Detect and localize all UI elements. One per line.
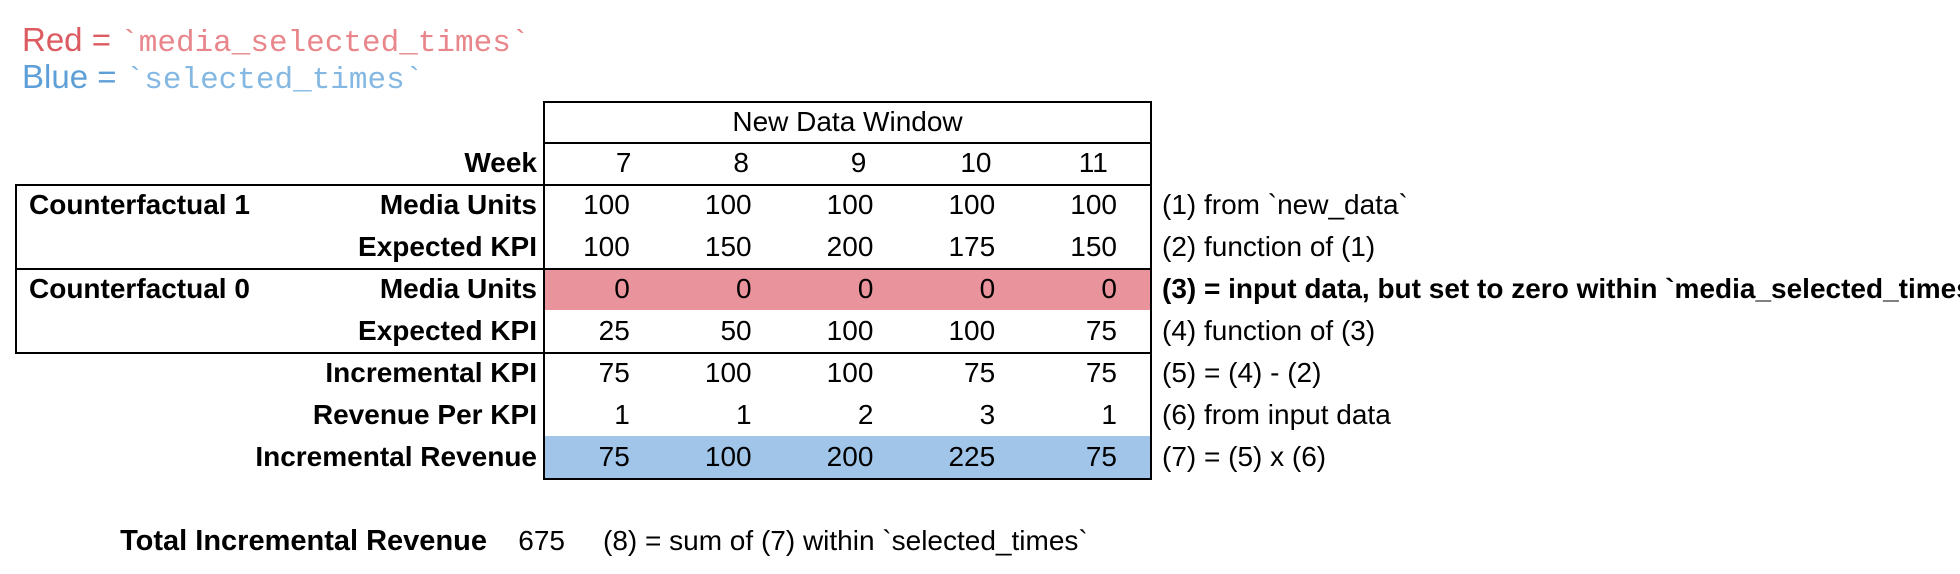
row-label-incremental-revenue: Incremental Revenue — [255, 441, 537, 472]
table-divider-under-weeks — [543, 184, 1152, 186]
annotation-1: (1) from `new_data` — [1162, 189, 1408, 220]
table-cell: 75 — [1085, 315, 1117, 346]
table-title: New Data Window — [732, 106, 963, 137]
table-cell: 2 — [857, 399, 874, 430]
table-cell: 75 — [598, 441, 630, 472]
annotation-7: (7) = (5) x (6) — [1162, 441, 1327, 472]
table-cell: 200 — [826, 441, 874, 472]
annotation-8: (8) = sum of (7) within `selected_times` — [603, 525, 1088, 556]
annotation-6: (6) from input data — [1162, 399, 1391, 430]
table-border-bottom — [543, 478, 1152, 480]
table-cell: 0 — [736, 273, 752, 304]
week-header: 8 — [733, 147, 749, 178]
table-row-media-units-0: 0 0 0 0 0 — [543, 268, 1152, 310]
table-cell: 75 — [1085, 441, 1117, 472]
row-label-revenue-per-kpi: Revenue Per KPI — [312, 399, 537, 430]
row-label-incremental-kpi: Incremental KPI — [325, 357, 537, 388]
week-header: 10 — [960, 147, 992, 178]
legend-blue-line: Blue = `selected_times` — [22, 58, 423, 100]
table-row-incremental-kpi: 75 100 100 75 75 — [543, 352, 1152, 394]
table-cell: 150 — [704, 231, 752, 262]
table-cell: 75 — [598, 357, 630, 388]
table-border-right — [1150, 101, 1152, 480]
annotation-3: (3) = input data, but set to zero within… — [1162, 273, 1960, 304]
table-cell: 0 — [857, 273, 874, 304]
table-cell: 100 — [948, 315, 996, 346]
week-header-row: 7 8 9 10 11 — [543, 142, 1152, 184]
legend-red-word: Red — [22, 21, 83, 58]
table-cell: 150 — [1070, 231, 1117, 262]
media-selected-times-highlight — [543, 268, 1152, 310]
table-cell: 1 — [736, 399, 752, 430]
week-header: 11 — [1078, 147, 1108, 178]
legend-red-code: `media_selected_times` — [120, 26, 530, 61]
table-cell: 3 — [979, 399, 996, 430]
week-header: 7 — [615, 147, 632, 178]
table-cell: 200 — [826, 231, 874, 262]
total-incremental-revenue-value: 675 — [518, 525, 565, 556]
table-cell: 100 — [826, 357, 874, 388]
annotation-4: (4) function of (3) — [1162, 315, 1376, 346]
counterfactual-1-label: Counterfactual 1 — [29, 189, 250, 220]
legend-red-eq: = — [82, 21, 121, 58]
week-row-label: Week — [464, 147, 537, 178]
legend-blue-word: Blue — [22, 58, 89, 95]
table-row-media-units-1: 100 100 100 100 100 — [543, 184, 1152, 226]
table-cell: 100 — [826, 189, 874, 220]
table-cell: 100 — [948, 189, 996, 220]
table-divider-under-title — [543, 142, 1152, 144]
table-cell: 0 — [614, 273, 630, 304]
table-border-top — [543, 101, 1152, 103]
row-label-media-units-0: Media Units — [379, 273, 537, 304]
table-divider-counterfactual — [543, 268, 1152, 270]
annotation-2: (2) function of (1) — [1162, 231, 1376, 262]
selected-times-highlight — [543, 436, 1152, 478]
table-cell: 100 — [704, 357, 752, 388]
table-cell: 0 — [1101, 273, 1117, 304]
table-cell: 25 — [598, 315, 630, 346]
table-cell: 175 — [948, 231, 996, 262]
total-incremental-revenue-label: Total Incremental Revenue — [120, 525, 487, 557]
table-cell: 75 — [964, 357, 996, 388]
table-row-expected-kpi-1: 100 150 200 175 150 — [543, 226, 1152, 268]
table-cell: 100 — [1070, 189, 1117, 220]
table-cell: 100 — [704, 441, 752, 472]
table-border-left — [543, 101, 545, 480]
table-cell: 1 — [614, 399, 630, 430]
row-label-expected-kpi-1: Expected KPI — [358, 231, 537, 262]
table-cell: 0 — [979, 273, 996, 304]
data-table: New Data Window 7 8 9 10 11 100 100 100 … — [543, 101, 1152, 480]
table-row-revenue-per-kpi: 1 1 2 3 1 — [543, 394, 1152, 436]
table-row-incremental-revenue: 75 100 200 225 75 — [543, 436, 1152, 478]
table-cell: 75 — [1085, 357, 1117, 388]
counterfactual-0-label: Counterfactual 0 — [29, 273, 250, 304]
week-header: 9 — [850, 147, 867, 178]
table-cell: 100 — [583, 231, 630, 262]
row-label-expected-kpi-0: Expected KPI — [358, 315, 537, 346]
legend-blue-code: `selected_times` — [125, 63, 424, 98]
annotation-5: (5) = (4) - (2) — [1162, 357, 1322, 388]
legend-red-line: Red = `media_selected_times` — [22, 21, 529, 63]
table-cell: 100 — [704, 189, 752, 220]
table-cell: 100 — [583, 189, 630, 220]
table-cell: 50 — [720, 315, 752, 346]
table-cell: 225 — [948, 441, 996, 472]
table-cell: 100 — [826, 315, 874, 346]
legend-blue-eq: = — [88, 58, 126, 95]
table-divider-incremental — [543, 352, 1152, 354]
table-row-expected-kpi-0: 25 50 100 100 75 — [543, 310, 1152, 352]
table-cell: 1 — [1101, 399, 1117, 430]
row-label-media-units-1: Media Units — [379, 189, 537, 220]
